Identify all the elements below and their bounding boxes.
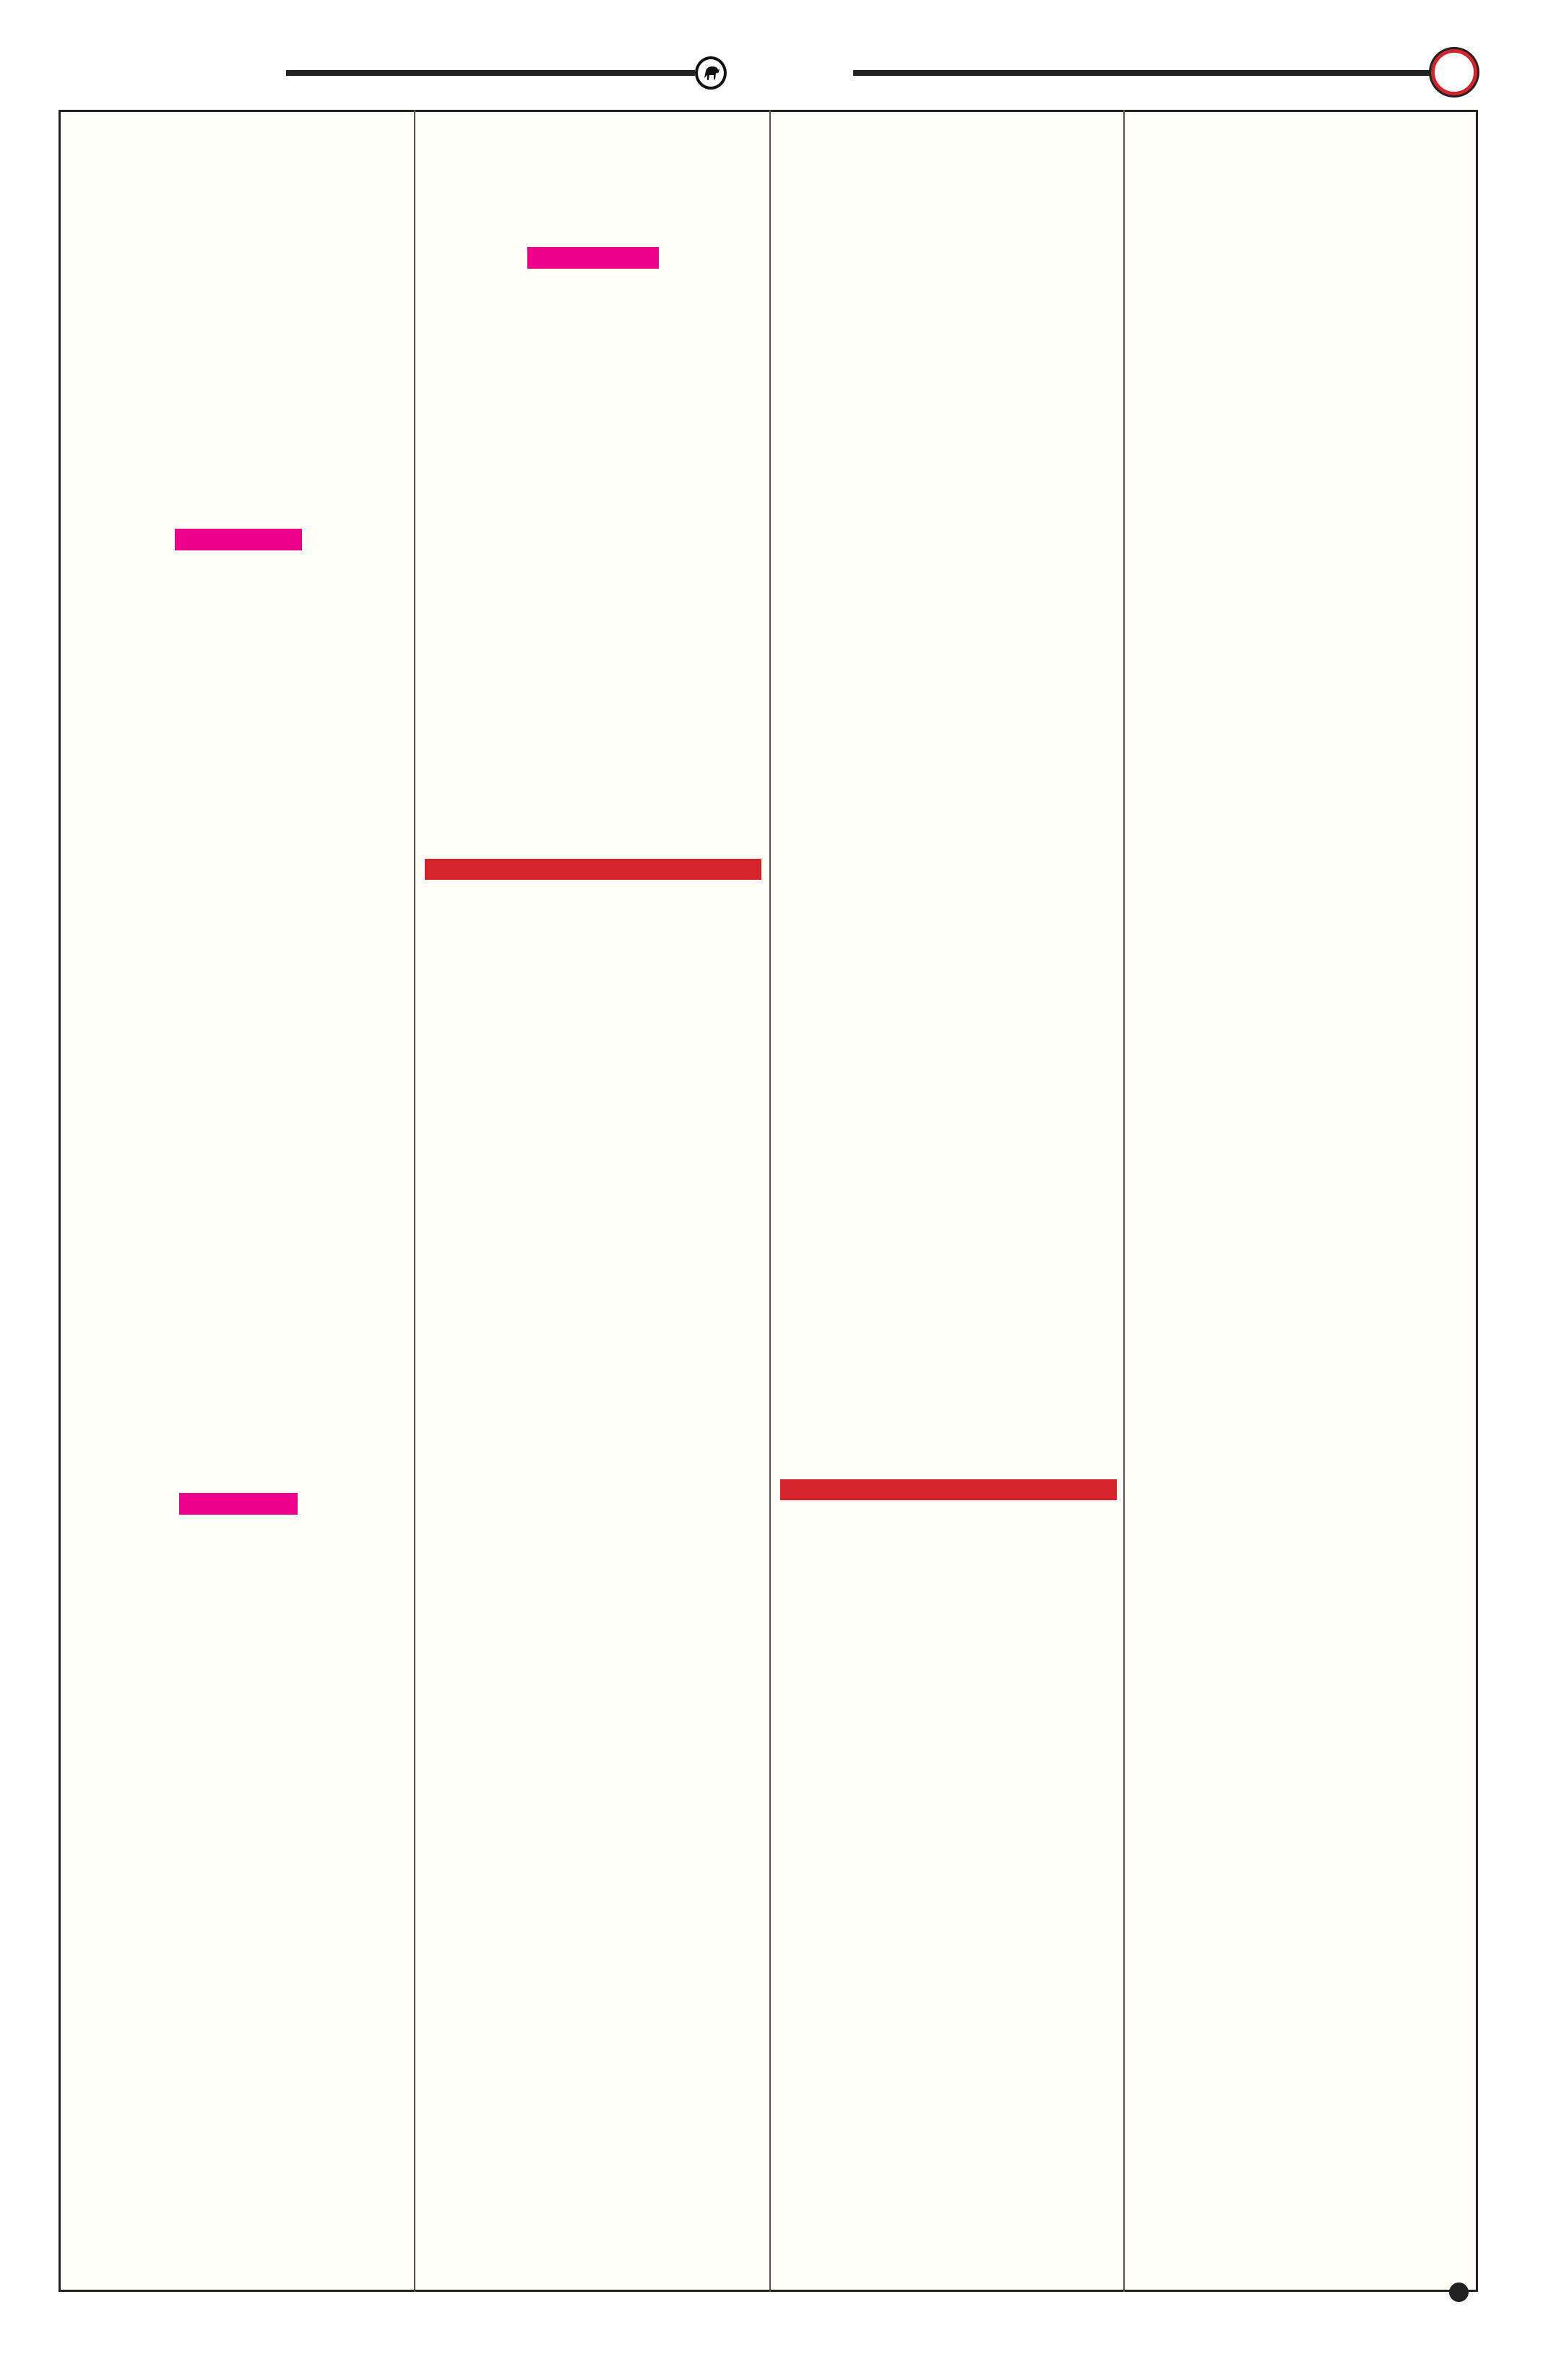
header-rule-left — [286, 70, 695, 76]
red-ring-icon — [1431, 49, 1477, 95]
page-frame — [59, 110, 1478, 2292]
column-divider — [1123, 110, 1125, 2292]
red-section-bar — [425, 859, 761, 880]
black-dot-icon — [1449, 2282, 1469, 2302]
magenta-heading-bar — [179, 1493, 298, 1515]
red-section-bar — [780, 1479, 1117, 1500]
header-rule-right — [853, 70, 1433, 76]
magenta-heading-bar — [527, 247, 659, 269]
column-divider — [414, 110, 415, 2292]
bull-emblem-icon — [695, 56, 727, 90]
column-divider — [769, 110, 771, 2292]
magenta-heading-bar — [175, 529, 302, 550]
